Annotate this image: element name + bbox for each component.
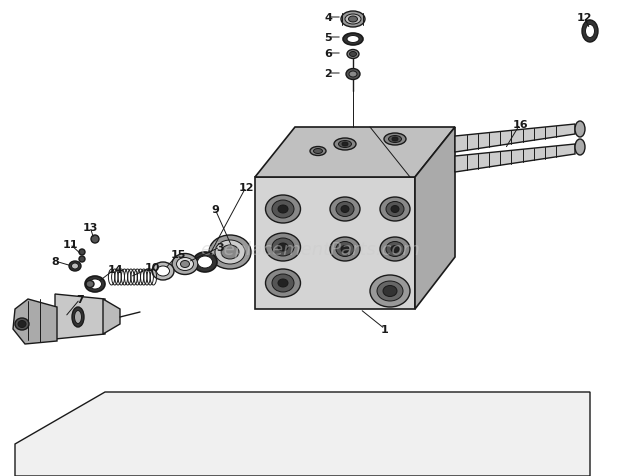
Text: 8: 8 (51, 257, 59, 267)
Ellipse shape (272, 238, 294, 257)
Ellipse shape (193, 252, 217, 272)
Text: 10: 10 (144, 262, 160, 272)
Ellipse shape (383, 286, 397, 297)
Text: 14: 14 (107, 265, 123, 275)
Ellipse shape (336, 202, 354, 217)
Circle shape (91, 236, 99, 244)
Ellipse shape (209, 236, 251, 269)
Ellipse shape (386, 242, 404, 257)
Ellipse shape (391, 246, 399, 253)
Ellipse shape (380, 238, 410, 261)
Text: 7: 7 (76, 294, 84, 304)
Ellipse shape (585, 25, 595, 39)
Ellipse shape (350, 52, 356, 58)
Ellipse shape (278, 279, 288, 288)
Ellipse shape (89, 279, 102, 289)
Ellipse shape (156, 267, 169, 277)
Text: 1: 1 (381, 324, 389, 334)
Text: 12: 12 (576, 13, 591, 23)
Ellipse shape (386, 202, 404, 217)
Ellipse shape (330, 238, 360, 261)
Ellipse shape (347, 37, 359, 43)
Ellipse shape (72, 307, 84, 327)
Ellipse shape (314, 149, 322, 154)
Ellipse shape (343, 34, 363, 46)
Polygon shape (13, 299, 57, 344)
Ellipse shape (265, 269, 301, 298)
Ellipse shape (392, 138, 398, 142)
Ellipse shape (278, 206, 288, 214)
Ellipse shape (341, 206, 349, 213)
Ellipse shape (341, 246, 349, 253)
Ellipse shape (74, 311, 81, 324)
Ellipse shape (575, 122, 585, 138)
Ellipse shape (330, 198, 360, 221)
Ellipse shape (339, 141, 352, 148)
Text: eReplacementParts.com: eReplacementParts.com (200, 240, 420, 258)
Circle shape (79, 249, 85, 256)
Text: 13: 13 (82, 223, 98, 232)
Ellipse shape (347, 50, 359, 60)
Ellipse shape (215, 240, 245, 265)
Text: 5: 5 (324, 33, 332, 43)
Ellipse shape (336, 242, 354, 257)
Ellipse shape (221, 246, 239, 259)
Text: 11: 11 (62, 239, 78, 249)
Ellipse shape (310, 147, 326, 156)
Ellipse shape (575, 140, 585, 156)
Ellipse shape (278, 244, 288, 251)
Text: 12: 12 (238, 183, 254, 193)
Ellipse shape (391, 206, 399, 213)
Ellipse shape (180, 261, 190, 268)
Ellipse shape (370, 276, 410, 307)
Polygon shape (415, 128, 455, 309)
Ellipse shape (348, 17, 358, 23)
Ellipse shape (18, 321, 26, 328)
Ellipse shape (345, 15, 361, 25)
Text: 4: 4 (324, 13, 332, 23)
Polygon shape (55, 294, 105, 339)
Ellipse shape (265, 234, 301, 261)
Ellipse shape (582, 21, 598, 43)
Polygon shape (455, 145, 575, 173)
Polygon shape (255, 178, 415, 309)
Ellipse shape (380, 198, 410, 221)
Text: 2: 2 (324, 69, 332, 79)
Text: 15: 15 (170, 249, 185, 259)
Ellipse shape (85, 277, 105, 292)
Text: 3: 3 (216, 242, 224, 252)
Ellipse shape (177, 258, 193, 271)
Polygon shape (103, 299, 120, 334)
Ellipse shape (341, 12, 365, 28)
Ellipse shape (172, 254, 198, 275)
Ellipse shape (349, 72, 357, 78)
Text: 16: 16 (512, 120, 528, 130)
Ellipse shape (86, 281, 94, 288)
Polygon shape (15, 392, 590, 476)
Polygon shape (455, 125, 575, 153)
Ellipse shape (272, 200, 294, 218)
Ellipse shape (334, 139, 356, 151)
Ellipse shape (346, 69, 360, 80)
Text: 9: 9 (211, 205, 219, 215)
Ellipse shape (69, 261, 81, 271)
Ellipse shape (71, 263, 79, 269)
Ellipse shape (152, 262, 174, 280)
Ellipse shape (389, 136, 402, 143)
Text: 6: 6 (324, 49, 332, 59)
Polygon shape (255, 128, 455, 178)
Ellipse shape (377, 281, 403, 301)
Ellipse shape (272, 275, 294, 292)
Ellipse shape (15, 318, 29, 330)
Ellipse shape (265, 196, 301, 224)
Ellipse shape (342, 143, 348, 147)
Circle shape (79, 257, 85, 262)
Ellipse shape (384, 134, 406, 146)
Ellipse shape (198, 257, 213, 268)
